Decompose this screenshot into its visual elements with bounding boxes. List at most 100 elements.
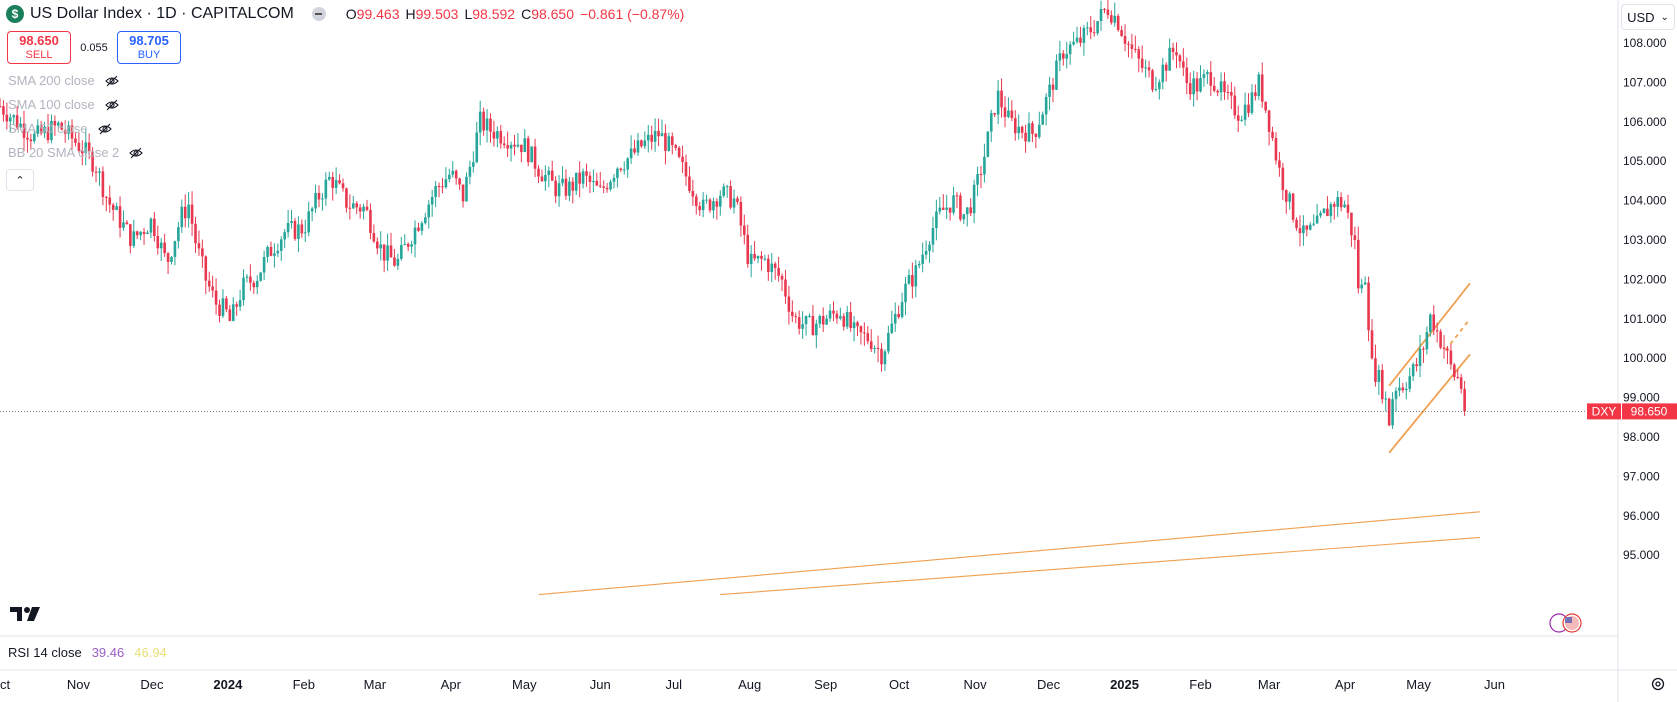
candle-down (365, 206, 369, 210)
candle-down (1024, 132, 1027, 142)
candle-down (1264, 101, 1267, 111)
candle-down (358, 207, 362, 212)
eye-hidden-icon[interactable] (129, 146, 144, 160)
indicator-sma100[interactable]: SMA 100 close (8, 97, 119, 112)
candle-up (434, 185, 437, 197)
us-flag-icon[interactable] (1549, 613, 1583, 633)
rsi-legend[interactable]: RSI 14 close 39.46 46.94 (8, 645, 167, 660)
time-tick-label: May (512, 677, 537, 692)
candle-down (736, 198, 739, 202)
candle-down (897, 313, 900, 318)
candle-up (413, 227, 417, 245)
change-value: −0.861 (−0.87%) (580, 6, 685, 22)
eye-hidden-icon[interactable] (97, 122, 112, 136)
candle-up (1319, 213, 1322, 216)
candle-up (362, 206, 365, 212)
candle-down (753, 253, 756, 259)
candles (0, 0, 1466, 430)
time-axis: Oct Nov Dec 2024 Feb Mar Apr May Jun Jul Aug Sep Oct… (0, 677, 1505, 692)
eye-hidden-icon[interactable] (104, 98, 119, 112)
candle-up (722, 186, 726, 196)
candle-down (101, 171, 105, 198)
candle-down (1182, 61, 1185, 68)
candle-down (454, 170, 458, 179)
candle-up (286, 222, 290, 233)
candle-up (986, 131, 990, 157)
candle-up (468, 166, 472, 177)
candle-up (1429, 314, 1432, 332)
candle-up (852, 322, 856, 328)
candle-down (791, 311, 794, 317)
candle-down (108, 197, 112, 205)
last-price-marker: DXY 98.650 (0, 403, 1677, 420)
candle-up (705, 199, 708, 201)
time-tick-label: Mar (1258, 677, 1281, 692)
gear-icon[interactable] (1650, 676, 1666, 692)
candle-down (1164, 64, 1168, 71)
candle-down (849, 311, 852, 328)
candle-down (207, 280, 211, 287)
candle-up (424, 217, 427, 224)
candle-up (478, 111, 482, 133)
indicator-bb[interactable]: BB 20 SMA close 2 (8, 145, 144, 160)
candle-up (530, 146, 533, 163)
candle-down (1374, 358, 1377, 382)
candle-up (873, 348, 876, 350)
candle-up (756, 255, 760, 259)
candle-down (743, 225, 746, 235)
candle-up (804, 316, 808, 325)
collapse-indicators-button[interactable]: ⌃ (6, 169, 34, 191)
candle-down (1233, 95, 1237, 116)
sell-button[interactable]: 98.650 SELL (7, 31, 71, 64)
candle-up (115, 206, 118, 210)
candle-down (564, 178, 568, 196)
candle-down (197, 243, 201, 249)
candle-down (1370, 330, 1374, 359)
candle-down (1171, 47, 1175, 53)
candle-down (1271, 131, 1274, 138)
candle-up (180, 206, 184, 228)
candle-up (324, 179, 328, 199)
candle-up (255, 280, 259, 288)
eye-hidden-icon[interactable] (104, 74, 119, 88)
price-tick-label: 104.000 (1623, 194, 1667, 208)
candle-up (283, 232, 286, 240)
candle-up (581, 171, 585, 184)
candle-down (911, 275, 914, 287)
candle-down (355, 203, 359, 208)
tradingview-logo-icon[interactable] (10, 606, 42, 622)
symbol-title[interactable]: US Dollar Index · 1D · CAPITALCOM (30, 5, 294, 22)
candle-down (650, 134, 653, 142)
indicator-sma200[interactable]: SMA 200 close (8, 73, 119, 88)
candle-down (382, 244, 386, 261)
candle-down (1401, 387, 1405, 391)
candle-down (1051, 84, 1055, 90)
candle-down (252, 282, 256, 288)
candle-down (492, 131, 496, 139)
candle-down (526, 138, 530, 163)
candle-down (1236, 115, 1240, 121)
candle-up (146, 232, 149, 235)
candle-down (142, 231, 146, 235)
collapse-legend-icon[interactable] (311, 7, 326, 21)
candle-up (801, 324, 804, 329)
candle-down (773, 263, 777, 268)
candle-down (1284, 190, 1288, 202)
candle-up (701, 199, 705, 211)
candle-down (228, 309, 232, 321)
symbol-tag-label: DXY (1592, 404, 1617, 418)
candle-down (1254, 92, 1257, 97)
candle-down (1209, 72, 1213, 86)
indicator-sma50[interactable]: SMA 50 close (8, 121, 112, 136)
candle-up (845, 311, 849, 327)
candle-up (561, 178, 564, 184)
candle-up (310, 208, 314, 212)
indicator-label: SMA 50 close (8, 121, 88, 136)
candle-up (962, 214, 966, 220)
candle-up (592, 180, 595, 182)
candle-down (698, 206, 702, 211)
currency-select[interactable]: USD ⌄ (1621, 4, 1675, 30)
buy-button[interactable]: 98.705 BUY (117, 31, 181, 64)
candle-up (173, 241, 177, 257)
